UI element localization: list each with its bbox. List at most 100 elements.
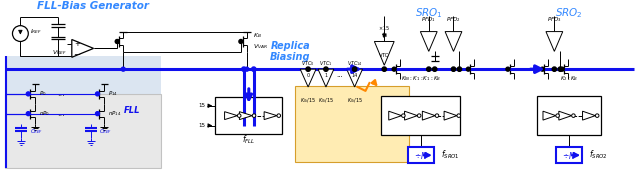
Circle shape <box>433 67 437 71</box>
Text: $C_{REF}$: $C_{REF}$ <box>99 127 113 136</box>
Circle shape <box>457 67 461 71</box>
Polygon shape <box>239 112 252 120</box>
Text: 15: 15 <box>198 123 205 128</box>
Polygon shape <box>347 69 362 87</box>
Circle shape <box>560 67 564 71</box>
Text: $f_{SRO1}$: $f_{SRO1}$ <box>440 149 460 162</box>
Circle shape <box>95 112 99 116</box>
Polygon shape <box>388 111 401 120</box>
Text: $K_{0i}/15$: $K_{0i}/15$ <box>318 96 334 105</box>
Text: $PFD_3$: $PFD_3$ <box>547 15 562 24</box>
Text: 14: 14 <box>351 73 358 78</box>
Circle shape <box>427 67 431 71</box>
Circle shape <box>252 114 256 117</box>
Circle shape <box>252 67 256 71</box>
Text: $nP_{14}$: $nP_{14}$ <box>108 109 122 118</box>
Text: VTC: VTC <box>379 53 390 58</box>
Text: $C_{REF}$: $C_{REF}$ <box>30 127 44 136</box>
Polygon shape <box>543 111 556 120</box>
Polygon shape <box>582 111 595 120</box>
Circle shape <box>26 92 30 96</box>
Circle shape <box>95 92 99 96</box>
Circle shape <box>595 114 599 117</box>
Circle shape <box>435 114 439 117</box>
Circle shape <box>277 114 280 117</box>
Text: $SRO_1$: $SRO_1$ <box>415 6 443 20</box>
Circle shape <box>382 67 387 71</box>
Text: $PFD_1$: $PFD_1$ <box>421 15 436 24</box>
Polygon shape <box>404 111 417 120</box>
Circle shape <box>306 67 310 71</box>
Circle shape <box>115 40 119 43</box>
Text: $\times 15$: $\times 15$ <box>378 24 390 32</box>
Text: $K_B$: $K_B$ <box>253 31 262 40</box>
Polygon shape <box>225 112 237 120</box>
Text: FLL: FLL <box>124 106 140 115</box>
Bar <box>408 147 434 163</box>
Polygon shape <box>546 32 563 51</box>
Polygon shape <box>318 69 334 87</box>
Text: $f_{SRO2}$: $f_{SRO2}$ <box>589 149 608 162</box>
Bar <box>4 56 161 94</box>
Circle shape <box>556 114 559 117</box>
Text: FLL-Bias Generator: FLL-Bias Generator <box>36 1 148 11</box>
Circle shape <box>115 40 119 44</box>
Text: $K_{0i}/15$: $K_{0i}/15$ <box>347 96 363 105</box>
Circle shape <box>239 40 243 44</box>
Text: ...: ... <box>57 89 65 98</box>
Circle shape <box>242 67 246 71</box>
Text: $K_{IN}: K_1: K_1: K_B$: $K_{IN}: K_1: K_1: K_B$ <box>401 75 441 83</box>
Circle shape <box>417 114 421 117</box>
Polygon shape <box>72 40 93 57</box>
Circle shape <box>12 26 28 41</box>
Circle shape <box>572 114 575 117</box>
Bar <box>295 86 409 162</box>
Polygon shape <box>374 41 394 65</box>
Text: 15: 15 <box>198 103 205 108</box>
Circle shape <box>26 112 30 116</box>
Text: 1: 1 <box>324 73 328 78</box>
Text: $I_{REF}$: $I_{REF}$ <box>30 27 42 36</box>
Text: $VTC_{14}$: $VTC_{14}$ <box>347 59 362 68</box>
Circle shape <box>506 67 510 71</box>
Text: $VTC_0$: $VTC_0$ <box>301 59 315 68</box>
Circle shape <box>353 67 356 71</box>
Text: 0: 0 <box>307 73 310 78</box>
Circle shape <box>237 114 241 117</box>
Bar <box>381 96 460 135</box>
Text: $V_{REF}$: $V_{REF}$ <box>52 48 67 57</box>
Text: ...: ... <box>57 109 65 118</box>
Text: +: + <box>74 41 80 47</box>
Polygon shape <box>444 111 457 120</box>
Circle shape <box>451 67 456 71</box>
Polygon shape <box>445 32 462 51</box>
Text: 15: 15 <box>381 33 387 38</box>
Text: ...: ... <box>337 72 343 78</box>
Text: $K_2: K_B$: $K_2: K_B$ <box>560 75 579 83</box>
Polygon shape <box>420 32 437 51</box>
Circle shape <box>392 67 396 71</box>
Text: $VTC_1$: $VTC_1$ <box>319 59 333 68</box>
Text: $SRO_2$: $SRO_2$ <box>556 6 583 20</box>
Bar <box>537 96 602 135</box>
Circle shape <box>324 67 328 71</box>
Polygon shape <box>264 112 277 120</box>
Text: $nP_0$: $nP_0$ <box>39 109 50 118</box>
Text: Replica
Biasing: Replica Biasing <box>270 41 310 62</box>
Polygon shape <box>300 69 316 87</box>
Circle shape <box>245 67 249 71</box>
Circle shape <box>121 67 125 71</box>
Circle shape <box>552 67 557 71</box>
Text: $-$: $-$ <box>73 48 81 57</box>
Bar <box>4 94 161 168</box>
Text: $\div N$: $\div N$ <box>563 150 576 161</box>
Text: $P_{14}$: $P_{14}$ <box>108 89 118 98</box>
Text: $PFD_2$: $PFD_2$ <box>446 15 461 24</box>
Bar <box>215 97 282 135</box>
Bar <box>556 147 582 163</box>
Circle shape <box>467 67 470 71</box>
Text: $V_{VAR}$: $V_{VAR}$ <box>253 42 268 51</box>
Polygon shape <box>422 111 435 120</box>
Text: $\div N$: $\div N$ <box>414 150 428 161</box>
Text: $P_0$: $P_0$ <box>39 89 47 98</box>
